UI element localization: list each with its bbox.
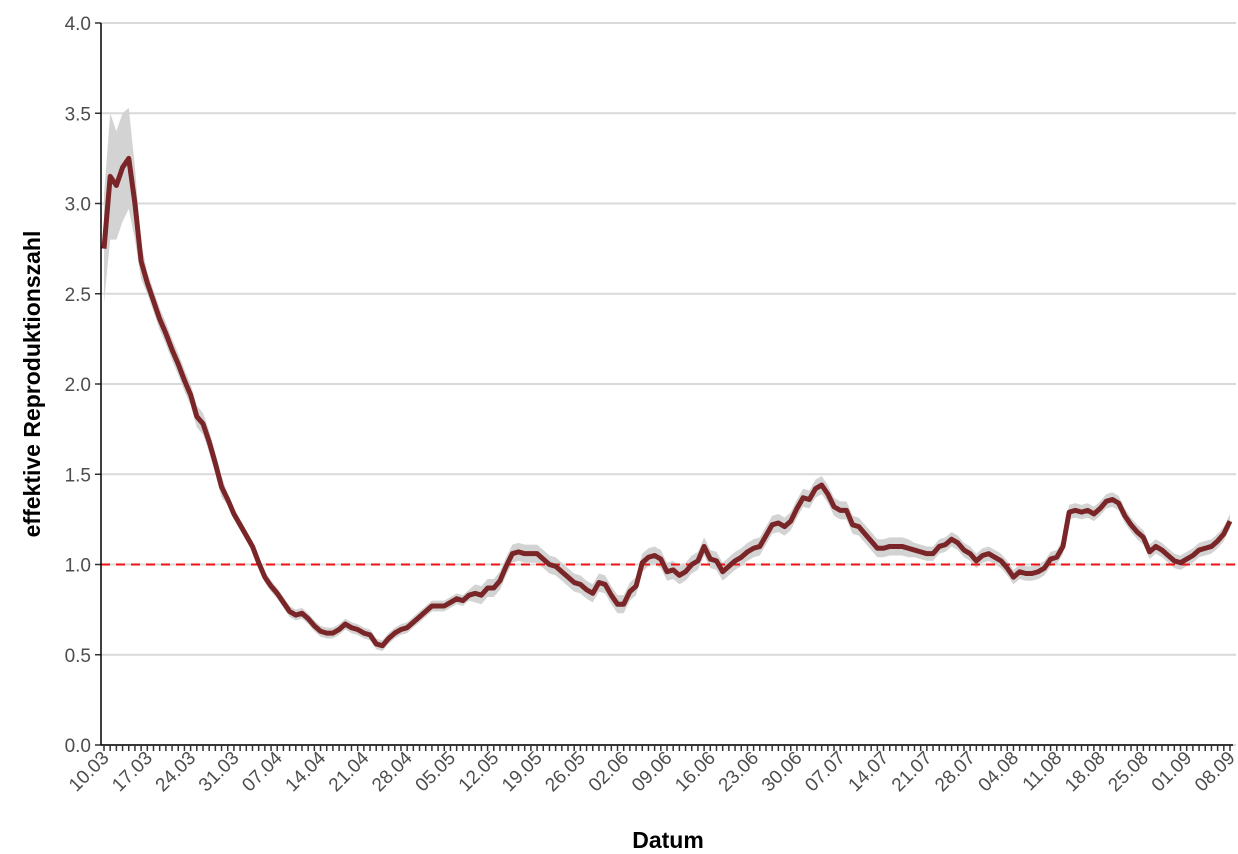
x-tick-label: 14.04	[282, 747, 331, 796]
y-tick-label: 3.0	[65, 195, 91, 216]
x-tick-label: 30.06	[758, 748, 806, 796]
x-tick-label: 26.05	[541, 748, 589, 796]
y-tick-label: 3.5	[65, 104, 91, 125]
y-tick-label: 2.0	[65, 375, 91, 396]
x-tick-label: 04.08	[975, 748, 1023, 796]
y-tick-label: 1.5	[65, 465, 91, 486]
x-axis-title: Datum	[632, 827, 704, 853]
x-tick-label: 19.05	[498, 748, 546, 796]
y-axis-title: effektive Reproduktionszahl	[19, 231, 45, 538]
x-tick-label: 01.09	[1148, 748, 1196, 796]
x-tick-label: 02.06	[585, 748, 633, 796]
x-tick-label: 21.04	[325, 747, 374, 796]
x-tick-label: 24.03	[152, 748, 200, 796]
y-tick-label: 4.0	[65, 14, 91, 35]
x-tick-label: 05.05	[412, 748, 460, 796]
x-tick-label: 16.06	[671, 748, 719, 796]
y-tick-label: 2.5	[65, 285, 91, 306]
x-tick-label: 28.04	[368, 747, 417, 796]
x-tick-label: 09.06	[628, 748, 676, 796]
x-tick-label: 07.07	[801, 748, 849, 796]
x-tick-label: 11.08	[1019, 748, 1066, 795]
y-tick-label: 1.0	[65, 556, 91, 577]
x-tick-label: 28.07	[931, 748, 979, 796]
x-tick-label: 17.03	[108, 748, 156, 796]
y-tick-label: 0.0	[65, 736, 91, 757]
x-tick-label: 31.03	[195, 748, 243, 796]
x-tick-label: 21.07	[888, 748, 936, 796]
x-tick-label: 08.09	[1191, 748, 1238, 796]
x-tick-label: 25.08	[1104, 748, 1152, 796]
line	[101, 155, 1233, 649]
x-tick-label: 14.07	[845, 748, 893, 796]
x-tick-label: 07.04	[238, 747, 287, 796]
x-tick-label: 23.06	[715, 748, 763, 796]
x-tick-label: 12.05	[455, 748, 503, 796]
x-tick-label: 18.08	[1061, 748, 1109, 796]
y-tick-label: 0.5	[65, 646, 91, 667]
